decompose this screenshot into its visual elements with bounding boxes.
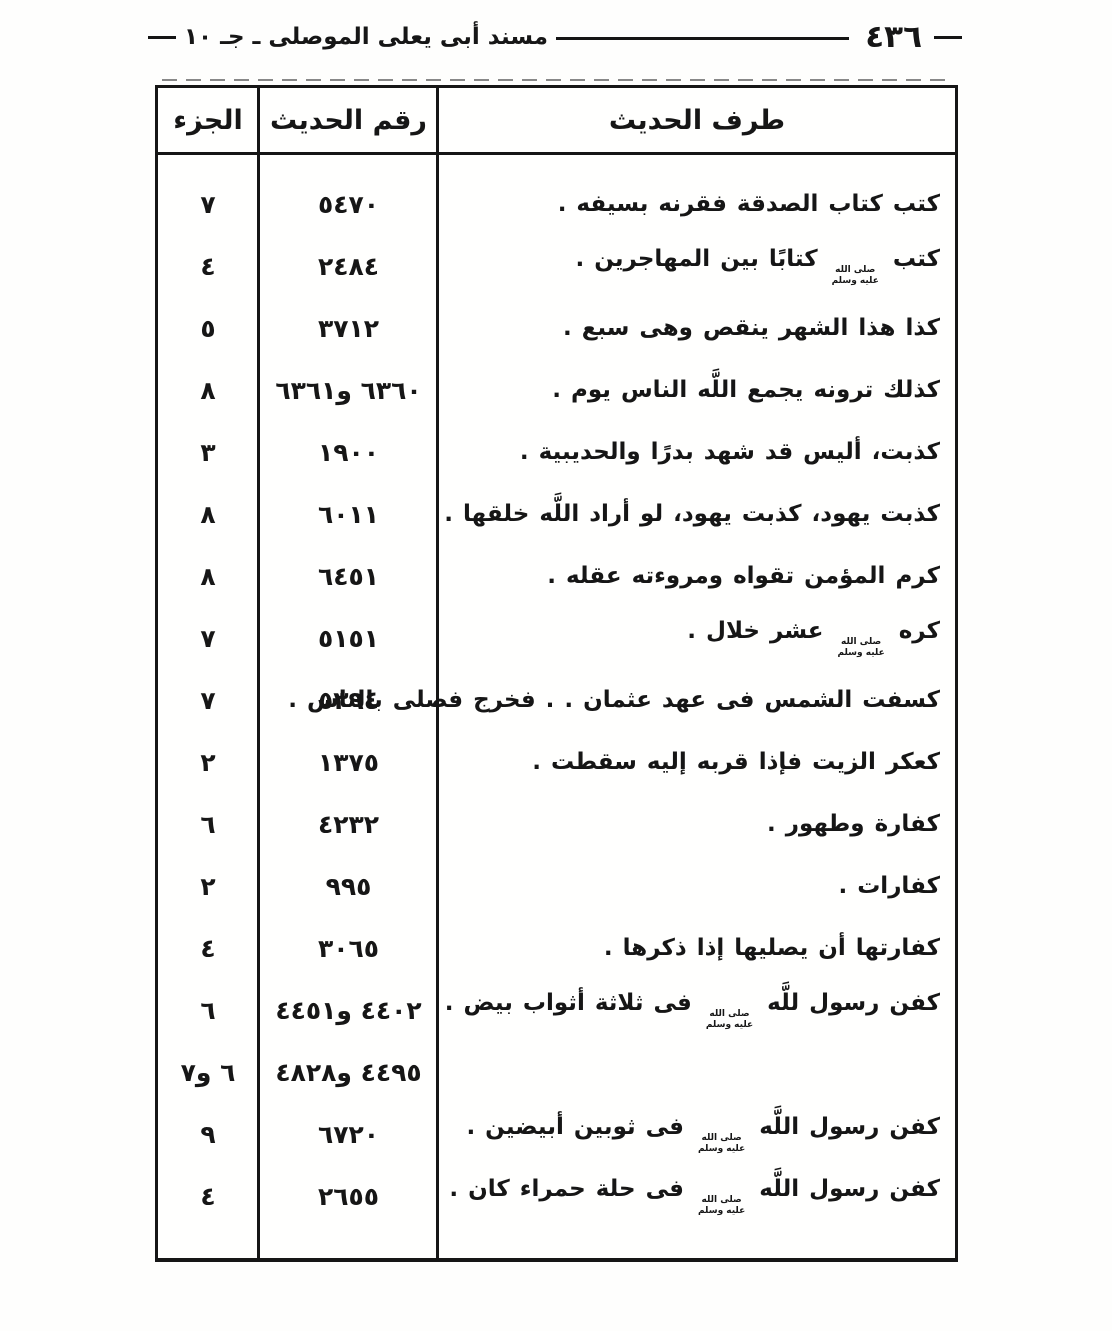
part-number-cell: ٢ — [200, 747, 216, 777]
hadith-number-cell: ٦٧٢٠ — [317, 1119, 380, 1149]
hadith-text-cell: كفارات . — [838, 873, 940, 899]
pbuh-ligature-icon: صلى الله عليه وسلم — [705, 1009, 754, 1030]
hadith-text-cell: كفارة وطهور . — [767, 811, 940, 837]
hadith-text-cell: كرم المؤمن تقواه ومروءته عقله . — [547, 563, 940, 589]
table-row: كفارتها أن يصليها إذا ذكرها . ٣٠٦٥ ٤ — [158, 917, 955, 979]
part-number-cell: ٨ — [200, 375, 216, 405]
hadith-text-cell: كذبت يهود، كذبت يهود، لو أراد اللَّه خلق… — [444, 501, 940, 527]
table-row: كذا هذا الشهر ينقص وهى سبع . ٣٧١٢ ٥ — [158, 297, 955, 359]
table-row: كذبت، أليس قد شهد بدرًا والحديبية . ١٩٠٠ ٣ — [158, 421, 955, 483]
table-header-row: طرف الحديث رقم الحديث الجزء — [158, 88, 955, 155]
table-row: كفن رسول للَّه صلى الله عليه وسلم فى ثلاث… — [158, 979, 955, 1041]
hadith-text-cell: كذا هذا الشهر ينقص وهى سبع . — [562, 315, 940, 341]
hadith-text-cell: كذلك ترونه يجمع اللَّه الناس يوم . — [552, 377, 940, 403]
page-header: ٤٣٦ مسند أبى يعلى الموصلى ـ جـ ١٠ — [148, 14, 962, 60]
part-number-cell: ٦ — [200, 995, 216, 1025]
table-row: كره صلى الله عليه وسلم عشر خلال . ٥١٥١ ٧ — [158, 607, 955, 669]
column-divider-2 — [257, 88, 260, 1258]
part-number-cell: ٤ — [200, 933, 216, 963]
hadith-text-cell: كتب صلى الله عليه وسلم كتابًا بين المهاجر… — [575, 246, 940, 286]
part-number-cell: ٨ — [200, 499, 216, 529]
table-row: كعكر الزيت فإذا قربه إليه سقطت . ١٣٧٥ ٢ — [158, 731, 955, 793]
header-dash-left — [148, 35, 176, 39]
part-number-cell: ٤ — [200, 251, 216, 281]
table-row: كفن رسول اللَّه صلى الله عليه وسلم فى حلة… — [158, 1165, 955, 1227]
table-row: كتب كتاب الصدقة فقرنه بسيفه . ٥٤٧٠ ٧ — [158, 173, 955, 235]
hadith-number-cell: ٢٦٥٥ — [317, 1181, 380, 1211]
hadith-number-cell: ٤٢٣٢ — [317, 809, 380, 839]
hadith-number-cell: ٦٤٥١ — [317, 561, 380, 591]
table-row: كسفت الشمس فى عهد عثمان . . فخرج فصلى با… — [158, 669, 955, 731]
pbuh-ligature-icon: صلى الله عليه وسلم — [697, 1133, 746, 1154]
table-body: كتب كتاب الصدقة فقرنه بسيفه . ٥٤٧٠ ٧ كتب صل… — [158, 155, 955, 1227]
table-row: كرم المؤمن تقواه ومروءته عقله . ٦٤٥١ ٨ — [158, 545, 955, 607]
part-number-cell: ٥ — [200, 313, 216, 343]
table-row: كذلك ترونه يجمع اللَّه الناس يوم . ٦٣٦٠ و… — [158, 359, 955, 421]
part-number-cell: ٨ — [200, 561, 216, 591]
column-header-hadith-text: طرف الحديث — [608, 104, 786, 136]
hadith-number-cell: ٤٤٩٥ و٤٨٢٨ — [275, 1057, 422, 1087]
page-number: ٤٣٦ — [865, 19, 922, 55]
part-number-cell: ٧ — [200, 623, 216, 653]
header-rule — [556, 36, 850, 40]
hadith-text-cell: كفن رسول للَّه صلى الله عليه وسلم فى ثلاث… — [444, 990, 940, 1030]
hadith-text-cell: كذبت، أليس قد شهد بدرًا والحديبية . — [519, 439, 940, 465]
table-row: كفن رسول اللَّه صلى الله عليه وسلم فى ثوب… — [158, 1103, 955, 1165]
table-row: كفارة وطهور . ٤٢٣٢ ٦ — [158, 793, 955, 855]
hadith-number-cell: ٦٠١١ — [317, 499, 380, 529]
book-title: مسند أبى يعلى الموصلى ـ جـ ١٠ — [184, 24, 549, 50]
hadith-text-cell: كتب كتاب الصدقة فقرنه بسيفه . — [557, 191, 940, 217]
pbuh-ligature-icon: صلى الله عليه وسلم — [837, 637, 885, 658]
table-row: ٤٤٩٥ و٤٨٢٨ ٦ و٧ — [158, 1041, 955, 1103]
hadith-number-cell: ٥٣٩٤ — [317, 685, 380, 715]
column-divider-1 — [436, 88, 439, 1258]
table-row: كتب صلى الله عليه وسلم كتابًا بين المهاجر… — [158, 235, 955, 297]
column-header-hadith-number: رقم الحديث — [270, 104, 427, 136]
hadith-number-cell: ١٣٧٥ — [317, 747, 380, 777]
hadith-number-cell: ٩٩٥ — [325, 871, 372, 901]
part-number-cell: ٧ — [200, 685, 216, 715]
hadith-number-cell: ٥١٥١ — [317, 623, 380, 653]
pbuh-ligature-icon: صلى الله عليه وسلم — [697, 1195, 746, 1216]
pbuh-ligature-icon: صلى الله عليه وسلم — [831, 265, 879, 286]
hadith-number-cell: ٦٣٦٠ و٦٣٦١ — [275, 375, 422, 405]
table-row: كذبت يهود، كذبت يهود، لو أراد اللَّه خلق… — [158, 483, 955, 545]
hadith-text-cell: كفن رسول اللَّه صلى الله عليه وسلم فى ثوب… — [466, 1114, 940, 1154]
part-number-cell: ٦ — [200, 809, 216, 839]
table-row: كفارات . ٩٩٥ ٢ — [158, 855, 955, 917]
hadith-number-cell: ٢٤٨٤ — [317, 251, 380, 281]
hadith-number-cell: ٣٠٦٥ — [317, 933, 380, 963]
hadith-number-cell: ٣٧١٢ — [317, 313, 380, 343]
hadith-index-table: طرف الحديث رقم الحديث الجزء كتب كتاب الص… — [155, 79, 958, 1262]
part-number-cell: ٢ — [200, 871, 216, 901]
hadith-text-cell: كفارتها أن يصليها إذا ذكرها . — [603, 935, 940, 961]
part-number-cell: ٦ و٧ — [180, 1057, 236, 1087]
hadith-number-cell: ١٩٠٠ — [317, 437, 380, 467]
hadith-text-cell: كسفت الشمس فى عهد عثمان . . فخرج فصلى با… — [288, 687, 940, 713]
hadith-number-cell: ٤٤٠٢ و٤٤٥١ — [275, 995, 422, 1025]
hadith-text-cell: كره صلى الله عليه وسلم عشر خلال . — [687, 618, 940, 658]
part-number-cell: ٤ — [200, 1181, 216, 1211]
hadith-number-cell: ٥٤٧٠ — [317, 189, 380, 219]
header-dash-right — [934, 35, 962, 39]
part-number-cell: ٣ — [200, 437, 216, 467]
column-header-part: الجزء — [173, 104, 243, 136]
part-number-cell: ٩ — [200, 1119, 216, 1149]
part-number-cell: ٧ — [200, 189, 216, 219]
hadith-text-cell: كعكر الزيت فإذا قربه إليه سقطت . — [532, 749, 940, 775]
hadith-text-cell: كفن رسول اللَّه صلى الله عليه وسلم فى حلة… — [449, 1176, 940, 1216]
scan-artifact-line — [162, 79, 953, 81]
